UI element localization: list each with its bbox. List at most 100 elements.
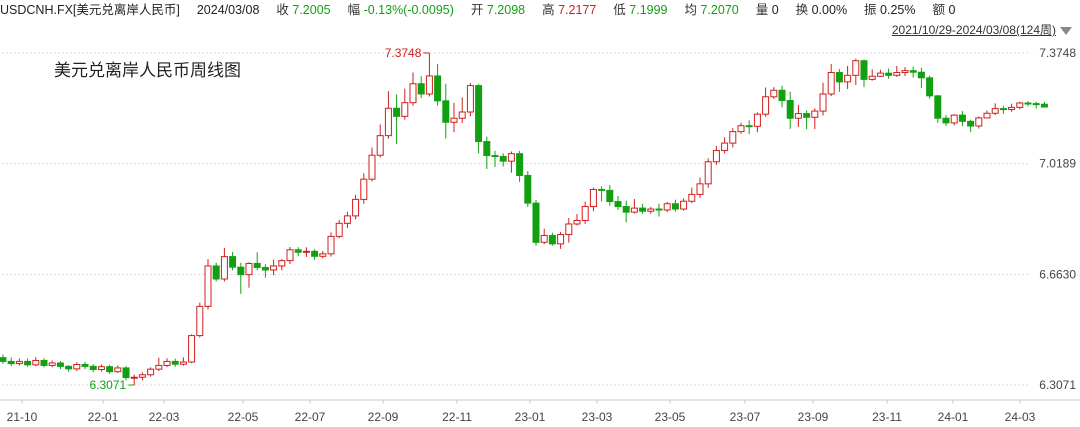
candle-body bbox=[89, 365, 97, 370]
candle-body bbox=[958, 114, 966, 122]
candle-body bbox=[311, 250, 319, 257]
candle-body bbox=[868, 75, 876, 80]
candle-body bbox=[138, 374, 146, 378]
candle-body bbox=[188, 335, 196, 363]
candle-body bbox=[753, 113, 761, 127]
candle-body bbox=[614, 201, 622, 208]
amount-value: 0 bbox=[948, 3, 956, 17]
date-range-selector[interactable]: 2021/10/29-2024/03/08(124周) bbox=[892, 21, 1072, 39]
candle-body bbox=[384, 107, 392, 137]
quote-date: 2024/03/08 bbox=[196, 3, 260, 17]
candle-body bbox=[844, 74, 852, 83]
min-annotation-label: 6.3071 bbox=[89, 378, 126, 392]
candle-body bbox=[975, 117, 983, 127]
candle-body bbox=[163, 360, 171, 366]
volume-label: 量 bbox=[755, 3, 769, 17]
candle-body bbox=[786, 100, 794, 119]
candle-body bbox=[368, 154, 376, 180]
candle-body bbox=[409, 83, 417, 104]
candle-body bbox=[704, 161, 712, 185]
x-tick-label: 23-07 bbox=[730, 410, 761, 424]
candle-body bbox=[278, 260, 286, 267]
axis-labels: 7.3748 7.0189 6.6630 6.3071 21-10 22-01 22-03 2… bbox=[7, 46, 1077, 424]
candle-body bbox=[393, 107, 401, 117]
high-label: 高 bbox=[542, 3, 555, 17]
y-tick-label: 7.3748 bbox=[1039, 46, 1076, 60]
candle-body bbox=[663, 203, 671, 211]
candle-body bbox=[442, 100, 450, 123]
candle-body bbox=[835, 72, 843, 83]
candle-body bbox=[729, 131, 737, 144]
candle-body bbox=[81, 364, 89, 367]
candle-body bbox=[893, 72, 901, 76]
candle-body bbox=[696, 183, 704, 195]
candle-body bbox=[540, 234, 548, 243]
candle-body bbox=[688, 193, 696, 202]
candle-body bbox=[179, 361, 187, 365]
candle-body bbox=[147, 368, 155, 376]
candle-body bbox=[573, 220, 581, 225]
candle-body bbox=[680, 200, 688, 210]
candle-body bbox=[778, 89, 786, 102]
turnover-label: 换 bbox=[795, 3, 809, 17]
candle-body bbox=[532, 202, 540, 243]
candle-body bbox=[237, 266, 245, 276]
candle-body bbox=[106, 366, 114, 373]
low-label: 低 bbox=[613, 3, 626, 17]
x-tick-label: 22-03 bbox=[149, 410, 180, 424]
candle-body bbox=[302, 250, 310, 253]
chart-title: 美元兑离岸人民币周线图 bbox=[54, 61, 241, 80]
candle-body bbox=[450, 117, 458, 123]
change-value: -0.13%(-0.0095) bbox=[363, 3, 454, 17]
candle-body bbox=[401, 102, 409, 117]
candle-body bbox=[901, 70, 909, 74]
candle-body bbox=[909, 70, 917, 73]
candle-body bbox=[171, 360, 179, 365]
candle-body bbox=[794, 113, 802, 119]
x-tick-label: 22-07 bbox=[295, 410, 326, 424]
candle-body bbox=[475, 85, 483, 143]
close-label: 收 bbox=[276, 3, 289, 17]
candle-body bbox=[655, 208, 663, 211]
candle-body bbox=[983, 112, 991, 119]
symbol-label[interactable]: USDCNH.FX[美元兑离岸人民币] bbox=[0, 3, 180, 17]
amplitude-value: 0.25% bbox=[880, 3, 916, 17]
volume-value: 0 bbox=[771, 3, 779, 17]
candle-body bbox=[15, 360, 23, 365]
open-label: 开 bbox=[470, 3, 484, 17]
amount-label: 额 bbox=[932, 3, 945, 17]
candle-body bbox=[294, 249, 302, 253]
candle-body bbox=[647, 208, 655, 212]
candle-body bbox=[622, 206, 630, 213]
candle-body bbox=[376, 135, 384, 156]
candle-body bbox=[721, 142, 729, 152]
candle-body bbox=[335, 222, 343, 237]
x-tick-label: 24-03 bbox=[1005, 410, 1036, 424]
avg-value: 7.2070 bbox=[700, 3, 739, 17]
candle-body bbox=[7, 360, 15, 365]
candle-body bbox=[581, 206, 589, 222]
candle-body bbox=[598, 188, 606, 191]
candle-body bbox=[885, 72, 893, 76]
candle-body bbox=[229, 256, 237, 268]
candle-body bbox=[557, 234, 565, 245]
dropdown-triangle-icon[interactable] bbox=[1060, 26, 1072, 35]
candle-body bbox=[483, 141, 491, 157]
candle-body bbox=[565, 223, 573, 236]
candle-body bbox=[499, 155, 507, 162]
candle-body bbox=[1016, 102, 1024, 108]
x-tick-label: 21-10 bbox=[7, 410, 38, 424]
candle-body bbox=[253, 262, 261, 268]
candle-body bbox=[155, 364, 163, 370]
candle-body bbox=[352, 198, 360, 217]
candle-body bbox=[762, 96, 770, 115]
change-label: 幅 bbox=[347, 3, 361, 17]
candle-body bbox=[860, 60, 868, 80]
candle-body bbox=[434, 75, 442, 102]
y-tick-label: 6.3071 bbox=[1039, 378, 1076, 392]
candle-body bbox=[24, 360, 32, 366]
candle-body bbox=[56, 362, 64, 367]
candle-body bbox=[114, 367, 122, 373]
date-range-label[interactable]: 2021/10/29-2024/03/08(124周) bbox=[891, 23, 1056, 37]
candle-body bbox=[934, 95, 942, 119]
